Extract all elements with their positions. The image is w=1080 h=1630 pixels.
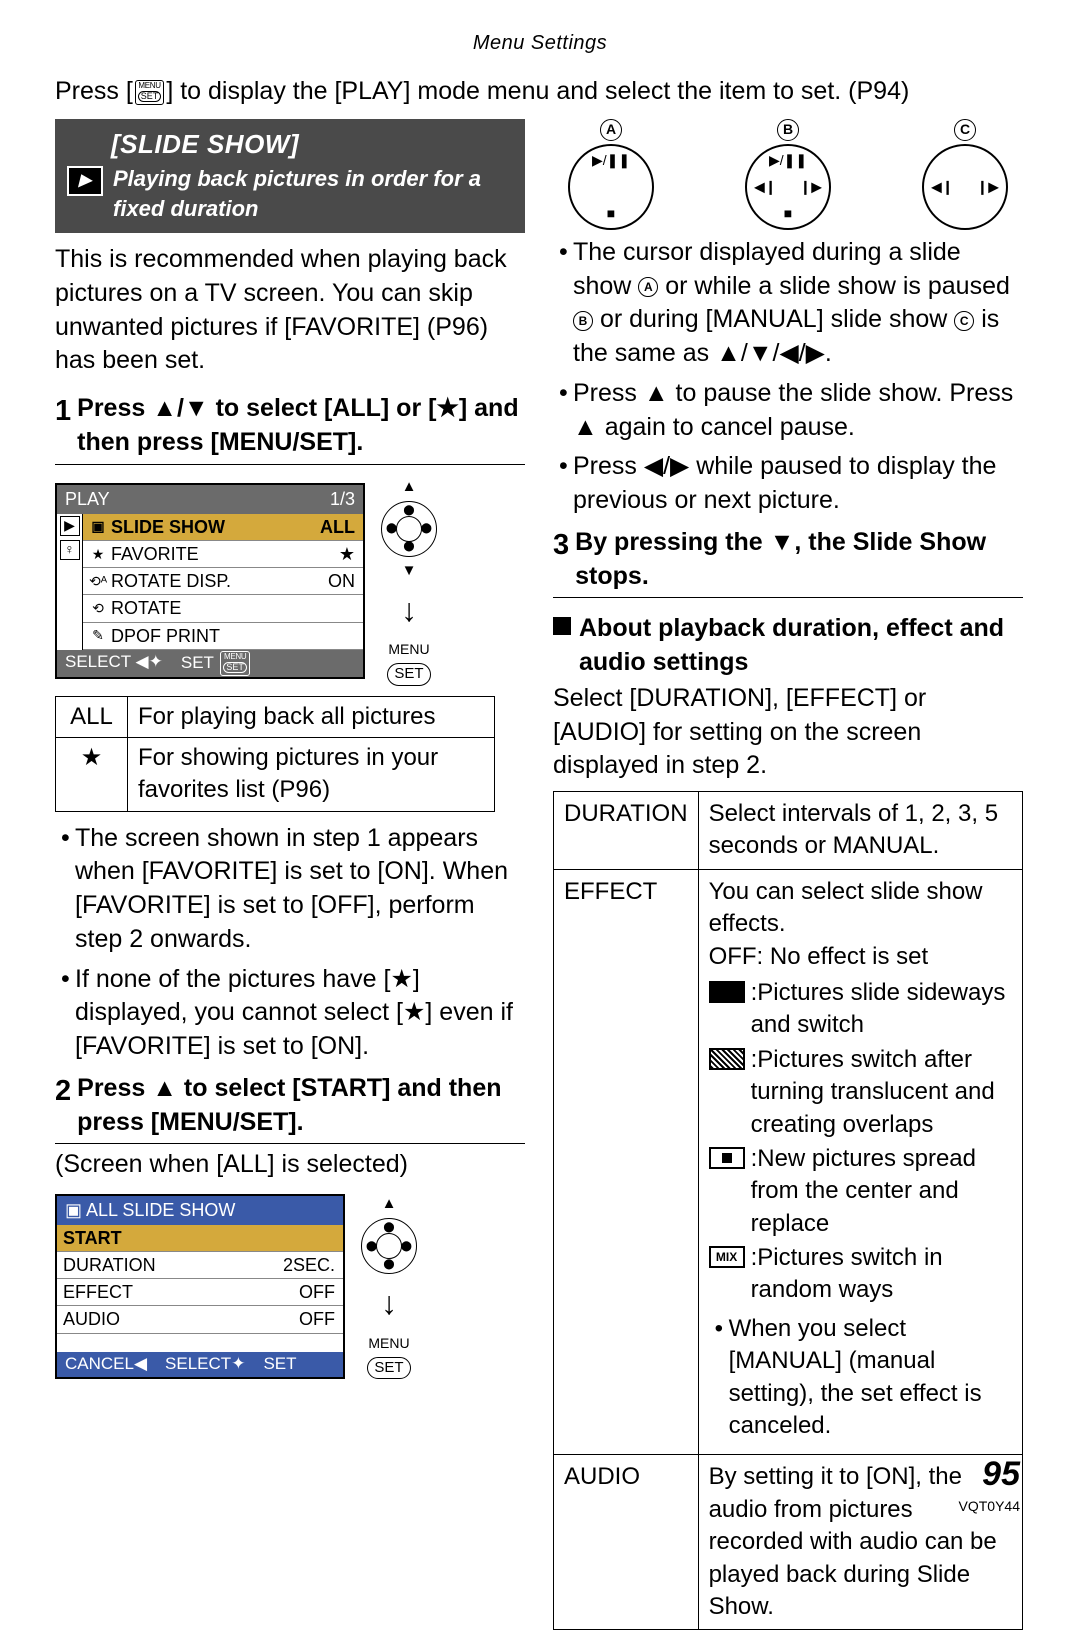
intro-post: ] to display the [PLAY] mode menu and se… xyxy=(166,77,909,105)
intro-paragraph: This is recommended when playing back pi… xyxy=(55,243,525,378)
settings-table: DURATION Select intervals of 1, 2, 3, 5 … xyxy=(553,791,1023,1630)
lcd-side-controls: ▲ ⬤⬤⬤⬤ ↓ MENU SET xyxy=(361,1194,417,1379)
page-header: Menu Settings xyxy=(55,30,1025,57)
lcd1-title: PLAY xyxy=(65,487,110,511)
step-1-num: 1 xyxy=(55,392,71,431)
label-a: A xyxy=(600,119,622,141)
intro-pre: Press [ xyxy=(55,77,133,105)
lcd-play-menu: PLAY 1/3 ▶♀ ▣SLIDE SHOWALL ★FAVORITE★ ⟲ᴬ… xyxy=(55,477,525,686)
square-bullet-icon xyxy=(553,617,571,635)
lcd-tabs: ▶♀ xyxy=(57,514,83,650)
lcd-row: AUDIOOFF xyxy=(57,1306,343,1333)
right-column: A ▶/❚❚ ■ B ▶/❚❚ ◀❙ ❙▶ ■ C ◀❙ ❙▶ xyxy=(553,119,1023,1630)
lcd-row: ★FAVORITE★ xyxy=(83,541,363,568)
dials-row: A ▶/❚❚ ■ B ▶/❚❚ ◀❙ ❙▶ ■ C ◀❙ ❙▶ xyxy=(553,119,1023,236)
label-b: B xyxy=(777,119,799,141)
menu-label: MENU xyxy=(388,640,429,659)
lcd-select: SELECT xyxy=(65,652,131,671)
lcd-row: ▣SLIDE SHOWALL xyxy=(83,514,363,541)
all-star-table: ALLFor playing back all pictures ★For sh… xyxy=(55,696,495,812)
dial-a: ▶/❚❚ ■ xyxy=(568,144,654,230)
up-icon xyxy=(152,394,177,422)
lcd-slideshow-menu: ▣ ALL SLIDE SHOW START DURATION2SEC. EFF… xyxy=(55,1194,525,1379)
effect-mix-icon: MIX xyxy=(709,1246,745,1268)
cell-all-desc: For playing back all pictures xyxy=(128,696,495,737)
cell-all: ALL xyxy=(56,696,128,737)
step-2-num: 2 xyxy=(55,1072,71,1111)
dpad-icon: ⬤⬤⬤⬤ xyxy=(381,501,437,557)
lcd-row: START xyxy=(57,1225,343,1252)
lcd-cancel: CANCEL xyxy=(65,1354,134,1373)
lcd1-page: 1/3 xyxy=(330,487,355,511)
lcd-select: SELECT xyxy=(165,1354,231,1373)
sub-paragraph: Select [DURATION], [EFFECT] or [AUDIO] f… xyxy=(553,682,1023,783)
step-1-heading: 1 Press / to select [ALL] or [] and then… xyxy=(55,392,525,465)
step-3-heading: 3 By pressing the ▼, the Slide Show stop… xyxy=(553,526,1023,599)
cell-duration-v: Select intervals of 1, 2, 3, 5 seconds o… xyxy=(698,792,1022,870)
cell-duration-k: DURATION xyxy=(554,792,699,870)
cell-effect-k: EFFECT xyxy=(554,869,699,1455)
down-icon xyxy=(184,394,209,422)
dial-b: ▶/❚❚ ◀❙ ❙▶ ■ xyxy=(745,144,831,230)
play-icon: ▶ xyxy=(67,166,103,196)
step-2-heading: 2 Press to select [START] and then press… xyxy=(55,1072,525,1145)
doc-id: VQT0Y44 xyxy=(959,1497,1020,1516)
r-note-1: •The cursor displayed during a slide sho… xyxy=(553,236,1023,371)
menu-label: MENU xyxy=(368,1334,409,1353)
cell-audio-v: By setting it to [ON], the audio from pi… xyxy=(698,1455,1022,1630)
lcd-set: SET xyxy=(181,653,214,672)
r-note-3: •Press ◀/▶ while paused to display the p… xyxy=(553,450,1023,518)
page-number: 95 xyxy=(982,1452,1020,1498)
lcd-row: ✎DPOF PRINT xyxy=(83,623,363,650)
lcd-row: DURATION2SEC. xyxy=(57,1252,343,1279)
cell-star-desc: For showing pictures in your favorites l… xyxy=(128,737,495,811)
intro-line: Press [MENUSET] to display the [PLAY] mo… xyxy=(55,75,1025,109)
note-2: •If none of the pictures have [] display… xyxy=(55,963,525,1064)
cell-star: ★ xyxy=(56,737,128,811)
label-c: C xyxy=(954,119,976,141)
lcd-side-controls: ▲ ⬤⬤⬤⬤ ▼ ↓ MENU SET xyxy=(381,477,437,686)
effect-translucent-icon xyxy=(709,1048,745,1070)
menu-set-icon: MENUSET xyxy=(135,80,165,105)
effect-slide-icon xyxy=(709,981,745,1003)
star-icon xyxy=(436,394,458,422)
note-1: •The screen shown in step 1 appears when… xyxy=(55,822,525,957)
banner-title: [SLIDE SHOW] xyxy=(111,127,513,162)
effect-spread-icon xyxy=(709,1147,745,1169)
step-3-text: By pressing the ▼, the Slide Show stops. xyxy=(575,526,1023,594)
lcd2-title: ALL SLIDE SHOW xyxy=(86,1200,235,1220)
sub-heading: About playback duration, effect and audi… xyxy=(553,612,1023,680)
r-note-2: •Press ▲ to pause the slide show. Press … xyxy=(553,377,1023,445)
set-label: SET xyxy=(367,1357,410,1379)
cell-effect-v: You can select slide show effects. OFF: … xyxy=(698,869,1022,1455)
dial-c: ◀❙ ❙▶ xyxy=(922,144,1008,230)
set-label: SET xyxy=(387,663,430,685)
step-3-num: 3 xyxy=(553,526,569,565)
lcd-row: ⟲ᴬROTATE DISP.ON xyxy=(83,568,363,595)
step1-a: Press xyxy=(77,394,152,422)
step1-b: to select [ALL] or [ xyxy=(209,394,437,422)
section-banner: [SLIDE SHOW] ▶ Playing back pictures in … xyxy=(55,119,525,233)
step-2-sub: (Screen when [ALL] is selected) xyxy=(55,1148,525,1182)
lcd-set: SET xyxy=(263,1354,296,1373)
lcd-row: ⟲ROTATE xyxy=(83,595,363,622)
lcd-row: EFFECTOFF xyxy=(57,1279,343,1306)
cell-audio-k: AUDIO xyxy=(554,1455,699,1630)
left-column: [SLIDE SHOW] ▶ Playing back pictures in … xyxy=(55,119,525,1630)
up-icon xyxy=(152,1074,177,1102)
banner-subtitle: Playing back pictures in order for a fix… xyxy=(113,164,513,223)
dpad-icon: ⬤⬤⬤⬤ xyxy=(361,1218,417,1274)
